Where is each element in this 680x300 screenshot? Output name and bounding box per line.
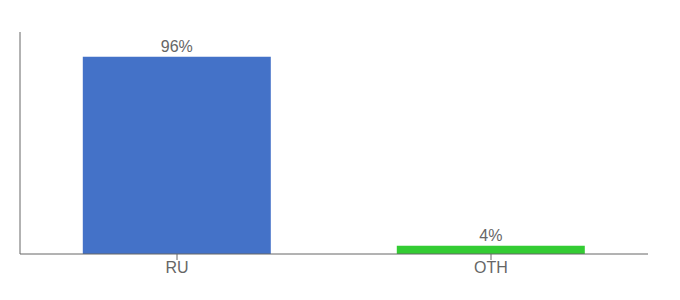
svg-text:RU: RU bbox=[165, 259, 188, 276]
svg-text:4%: 4% bbox=[479, 227, 502, 244]
svg-text:OTH: OTH bbox=[474, 259, 508, 276]
svg-text:96%: 96% bbox=[161, 38, 193, 55]
